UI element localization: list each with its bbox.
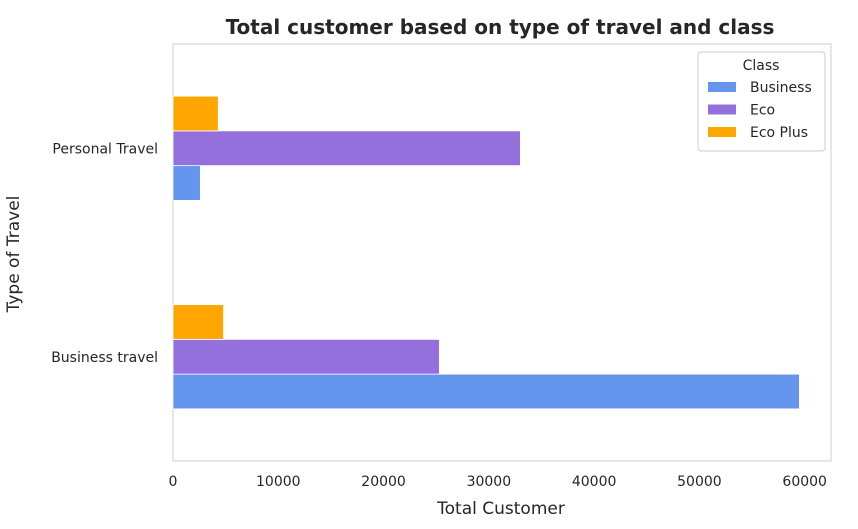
y-tick-label: Personal Travel xyxy=(52,141,158,157)
tick-labels: Business travel Personal Travel 0 10000 2000… xyxy=(51,141,827,490)
x-tick-label: 0 xyxy=(169,474,178,490)
legend-label-eco-plus: Eco Plus xyxy=(750,125,808,141)
legend-frame xyxy=(697,51,826,152)
x-tick-label: 50000 xyxy=(677,474,722,490)
bar-business-business-travel xyxy=(172,373,800,410)
x-tick-label: 30000 xyxy=(467,474,512,490)
legend-swatch-eco-plus xyxy=(708,127,736,137)
bar-eco-plus-business-travel xyxy=(172,304,224,340)
bar-eco-business-travel xyxy=(172,338,440,375)
x-axis-label: Total Customer xyxy=(436,499,565,519)
legend: Class Business Eco Eco Plus xyxy=(697,51,826,152)
y-axis-label: Type of Travel xyxy=(4,196,24,314)
legend-label-eco: Eco xyxy=(750,103,775,119)
y-tick-label: Business travel xyxy=(51,350,158,366)
x-tick-label: 60000 xyxy=(782,474,827,490)
bar-business-personal-travel xyxy=(172,165,201,201)
chart-title: Total customer based on type of travel a… xyxy=(226,15,775,39)
x-tick-label: 10000 xyxy=(256,474,301,490)
legend-title: Class xyxy=(743,58,780,74)
legend-swatch-business xyxy=(708,82,736,92)
x-tick-label: 20000 xyxy=(361,474,406,490)
bar-eco-personal-travel xyxy=(172,130,521,167)
legend-label-business: Business xyxy=(750,80,812,96)
x-tick-label: 40000 xyxy=(572,474,617,490)
legend-swatch-eco xyxy=(708,104,736,115)
bar-eco-plus-personal-travel xyxy=(172,95,219,132)
